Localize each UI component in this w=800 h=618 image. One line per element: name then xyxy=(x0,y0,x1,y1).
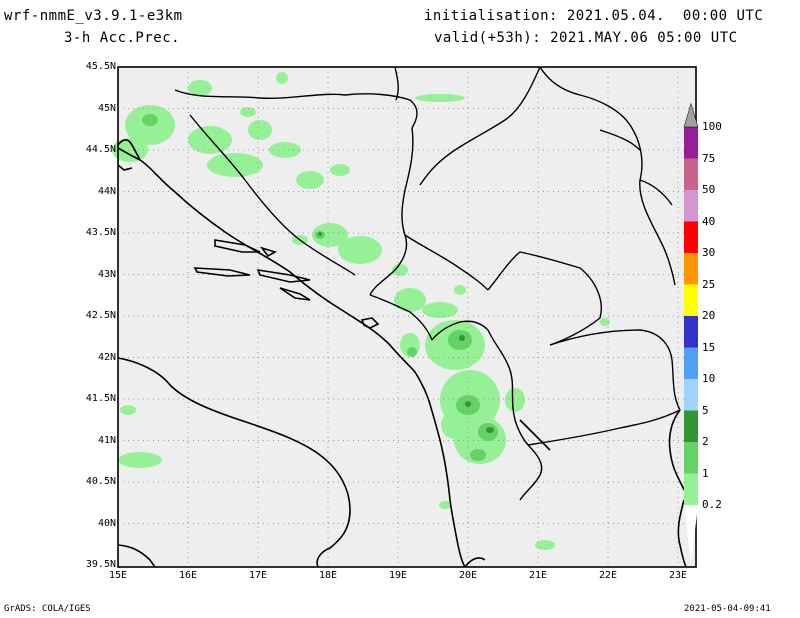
colorbar-level-label: 0.2 xyxy=(702,498,722,511)
lat-tick-label: 44N xyxy=(97,185,116,197)
colorbar-segment xyxy=(684,442,698,474)
lat-tick-label: 45.5N xyxy=(85,61,116,72)
colorbar-level-label: 30 xyxy=(702,246,716,259)
colorbar-level-label: 5 xyxy=(702,403,709,417)
lat-tick-label: 42N xyxy=(97,351,116,363)
lat-tick-label: 44.5N xyxy=(85,144,116,155)
colorbar-segment xyxy=(684,158,698,190)
colorbar-level-label: 10 xyxy=(702,372,716,385)
colorbar-level-label: 2 xyxy=(702,435,709,448)
lon-tick-label: 20E xyxy=(458,570,478,581)
lon-tick-label: 19E xyxy=(388,570,408,581)
colorbar-segment xyxy=(684,253,698,285)
colorbar-level-label: 1 xyxy=(702,466,709,480)
colorbar xyxy=(683,102,699,565)
lon-tick-label: 16E xyxy=(178,570,198,581)
colorbar-segment xyxy=(684,473,698,505)
colorbar-level-label: 25 xyxy=(702,277,716,291)
colorbar-level-label: 40 xyxy=(702,214,716,228)
lat-tick-label: 45N xyxy=(97,102,116,114)
coastlines xyxy=(117,139,687,568)
grads-credit: GrADS: COLA/IGES xyxy=(4,604,91,614)
lat-tick-label: 42.5N xyxy=(85,310,116,321)
lat-tick-label: 39.5N xyxy=(85,559,116,570)
lon-tick-label: 17E xyxy=(248,570,268,581)
light-precipitation xyxy=(112,72,610,550)
init-time: initialisation: 2021.05.04. 00:00 UTC xyxy=(424,8,764,24)
colorbar-top-triangle xyxy=(683,102,699,128)
colorbar-segment xyxy=(684,316,698,348)
colorbar-level-label: 20 xyxy=(702,309,716,322)
lon-tick-label: 22E xyxy=(598,570,618,581)
colorbar-bottom-triangle xyxy=(684,505,698,565)
country-borders xyxy=(174,66,681,501)
colorbar-segment xyxy=(684,379,698,411)
lat-tick-label: 43N xyxy=(97,268,116,280)
lon-tick-label: 18E xyxy=(318,570,338,581)
lat-tick-label: 41.5N xyxy=(85,393,116,404)
field-name: 3-h Acc.Prec. xyxy=(64,30,181,46)
model-name: wrf-nmmE_v3.9.1-e3km xyxy=(4,8,183,24)
colorbar-level-label: 50 xyxy=(702,183,716,196)
colorbar-segment xyxy=(684,127,698,159)
colorbar-segment xyxy=(684,347,698,379)
colorbar-segment xyxy=(684,221,698,253)
lon-tick-label: 23E xyxy=(668,570,688,581)
lon-tick-label: 21E xyxy=(528,570,548,581)
render-timestamp: 2021-05-04-09:41 xyxy=(684,604,771,614)
lat-tick-label: 41N xyxy=(97,434,116,446)
lat-tick-label: 43.5N xyxy=(85,227,116,238)
valid-time: valid(+53h): 2021.MAY.06 05:00 UTC xyxy=(434,30,738,46)
colorbar-segment xyxy=(684,410,698,442)
grid-lines xyxy=(118,67,696,567)
colorbar-segment xyxy=(684,284,698,316)
colorbar-level-label: 15 xyxy=(702,340,716,354)
lat-tick-label: 40.5N xyxy=(85,476,116,487)
lon-tick-label: 15E xyxy=(108,570,128,581)
lat-tick-label: 40N xyxy=(97,517,116,529)
colorbar-level-label: 75 xyxy=(702,151,716,165)
colorbar-level-label: 100 xyxy=(702,120,722,133)
colorbar-segment xyxy=(684,190,698,222)
